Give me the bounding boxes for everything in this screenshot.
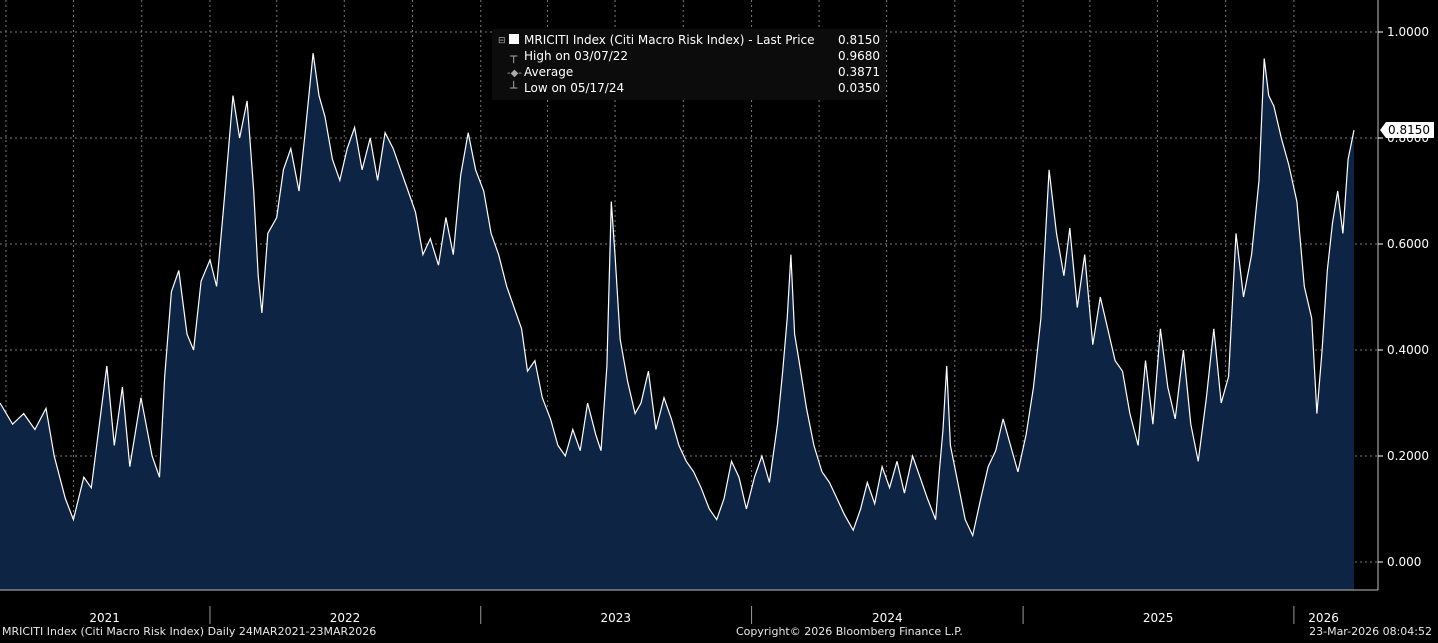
legend-background: [492, 29, 886, 100]
last-price-tag-label: 0.8150: [1388, 123, 1430, 137]
series-area: [0, 53, 1354, 590]
series-line: [0, 53, 1355, 538]
year-label: 2024: [872, 611, 903, 625]
last-price-tag-shape: [1380, 122, 1434, 139]
footer-timestamp: 23-Mar-2026 08:04:52: [1309, 625, 1432, 638]
legend-average-label: Average: [524, 65, 573, 79]
year-label: 2023: [601, 611, 632, 625]
y-tick-label: 0.4000: [1387, 343, 1429, 357]
legend-high-label: High on 03/07/22: [524, 49, 628, 63]
legend-high-value: 0.9680: [838, 49, 880, 63]
y-tick-label: 0.2000: [1387, 449, 1429, 463]
legend-average-value: 0.3871: [838, 65, 880, 79]
legend-last-price: 0.8150: [838, 33, 880, 47]
average-marker-icon: -◆-: [507, 68, 522, 79]
year-label: 2025: [1143, 611, 1174, 625]
year-label: 2026: [1308, 611, 1339, 625]
legend: ⊟ MRICITI Index (Citi Macro Risk Index) …: [492, 29, 886, 100]
footer-copyright: Copyright© 2026 Bloomberg Finance L.P.: [736, 625, 963, 638]
legend-series-label: MRICITI Index (Citi Macro Risk Index) - …: [524, 33, 815, 47]
y-tick-label: 0.6000: [1387, 237, 1429, 251]
year-label: 2022: [330, 611, 361, 625]
collapse-icon[interactable]: ⊟: [498, 36, 506, 46]
footer-description: MRICITI Index (Citi Macro Risk Index) Da…: [2, 625, 377, 638]
legend-low-label: Low on 05/17/24: [524, 81, 624, 95]
legend-low-value: 0.0350: [838, 81, 880, 95]
year-label: 2021: [89, 611, 120, 625]
high-marker-icon: ┬: [509, 49, 518, 63]
last-price-tag: 0.8150: [1380, 122, 1434, 139]
y-tick-label: 0.000: [1387, 555, 1421, 569]
series-swatch-icon: [509, 34, 519, 44]
y-tick-label: 1.0000: [1387, 25, 1429, 39]
x-axis-ticks: 2021 2022 2023 2024 2025 2026: [89, 606, 1339, 625]
low-marker-icon: ┴: [509, 80, 518, 95]
